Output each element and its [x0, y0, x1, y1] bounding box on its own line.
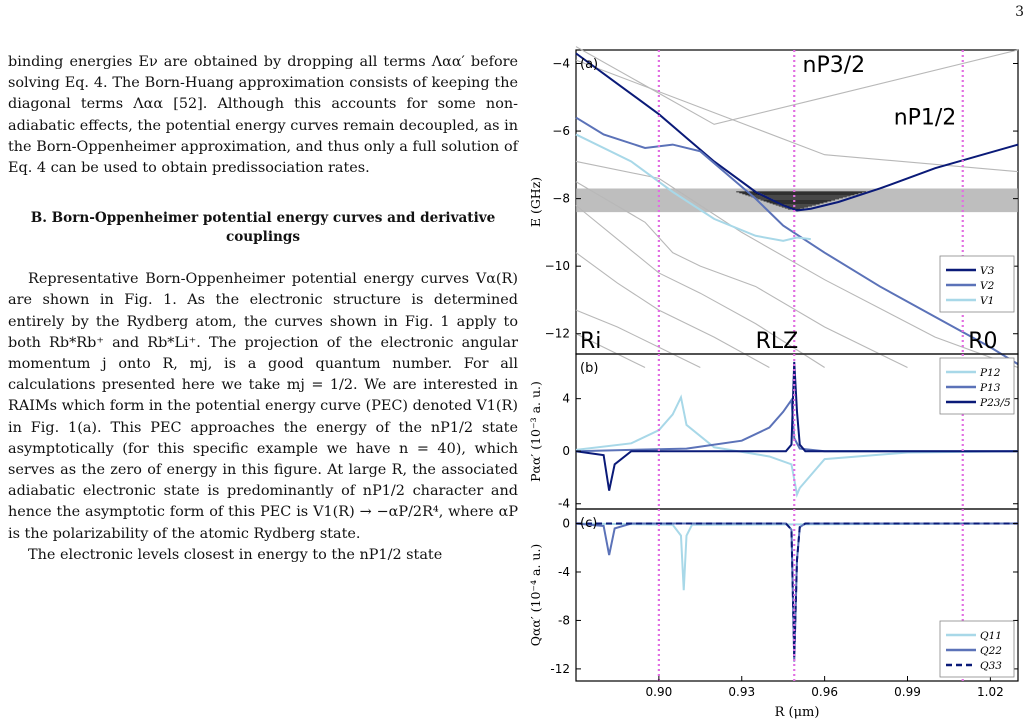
series-V1 — [575, 52, 1019, 212]
series-Q11 — [575, 522, 1019, 591]
diabatic-curve — [575, 204, 825, 368]
x-tick-label: 0.96 — [811, 685, 838, 699]
y-tick-label: -12 — [550, 662, 570, 676]
label-nP1-2: nP1/2 — [894, 105, 957, 130]
y-axis-label: Qαα′ (10⁻⁴ a. u.) — [528, 544, 543, 647]
figure-1: −4 −6 −8 −10 −12 (a) E (GHz) V3 V2 V1 4 0 -4 (b) Pαα′ … — [524, 40, 1028, 720]
panel-frame — [575, 508, 1019, 682]
panel-label: (c) — [580, 516, 597, 531]
x-tick-label: 0.99 — [894, 685, 921, 699]
x-tick-label: 1.02 — [977, 685, 1004, 699]
label-nP3-2: nP3/2 — [803, 53, 866, 78]
diabatic-curve — [575, 46, 1019, 125]
label-RLZ: RLZ — [756, 329, 799, 354]
diabatic-curve — [575, 309, 701, 369]
paragraph-2: Representative Born-Oppenheimer potentia… — [8, 271, 518, 542]
section-heading: B. Born-Oppenheimer potential energy cur… — [30, 210, 496, 246]
y-tick-label: −8 — [552, 192, 570, 206]
y-tick-label: −12 — [545, 327, 570, 341]
y-axis-label: Pαα′ (10⁻³ a. u.) — [528, 381, 543, 482]
text-column: binding energies Eν are obtained by drop… — [8, 52, 518, 566]
paragraph-3: The electronic levels closest in energy … — [28, 546, 443, 563]
legend-label: V3 — [980, 265, 995, 277]
legend-label: Q33 — [980, 660, 1002, 672]
x-axis-label: R (μm) — [775, 705, 820, 720]
x-tick-label: 0.93 — [728, 685, 755, 699]
y-axis-label: E (GHz) — [528, 177, 543, 227]
series-V2 — [575, 116, 1019, 365]
y-tick-label: 4 — [562, 392, 570, 406]
legend-label: Q22 — [980, 645, 1002, 657]
diabatic-curve — [575, 181, 908, 369]
diabatic-curve — [575, 252, 770, 368]
figure-svg: −4 −6 −8 −10 −12 (a) E (GHz) V3 V2 V1 4 0 -4 (b) Pαα′ … — [528, 46, 1019, 720]
y-tick-label: −6 — [552, 124, 570, 138]
panel-label: (a) — [580, 57, 598, 72]
legend-label: V1 — [980, 295, 994, 307]
series-P23-5 — [575, 361, 1018, 491]
legend-label: V2 — [980, 280, 995, 292]
x-tick-label: 0.90 — [646, 685, 673, 699]
paragraph-1: binding energies Eν are obtained by drop… — [8, 54, 518, 177]
y-tick-label: -4 — [558, 497, 570, 511]
diabatic-curve — [575, 160, 1019, 369]
page-number: 3 — [1015, 4, 1024, 20]
series-V3 — [575, 133, 811, 242]
y-tick-label: -4 — [558, 565, 570, 579]
y-tick-label: −10 — [545, 259, 570, 273]
legend-label: P13 — [979, 382, 1001, 394]
y-tick-label: 0 — [562, 444, 570, 458]
series-P13 — [575, 397, 1018, 453]
y-tick-label: −4 — [552, 57, 570, 71]
label-R0: R0 — [968, 329, 997, 354]
series-Q33 — [576, 522, 1018, 657]
y-tick-label: 0 — [562, 517, 570, 531]
panel-label: (b) — [580, 361, 598, 376]
legend-label: Q11 — [980, 630, 1002, 642]
legend-label: P23/5 — [979, 397, 1011, 409]
label-Ri: Ri — [580, 329, 601, 354]
legend-label: P12 — [979, 367, 1001, 379]
legend-box — [939, 255, 1015, 313]
y-tick-label: -8 — [558, 613, 570, 627]
